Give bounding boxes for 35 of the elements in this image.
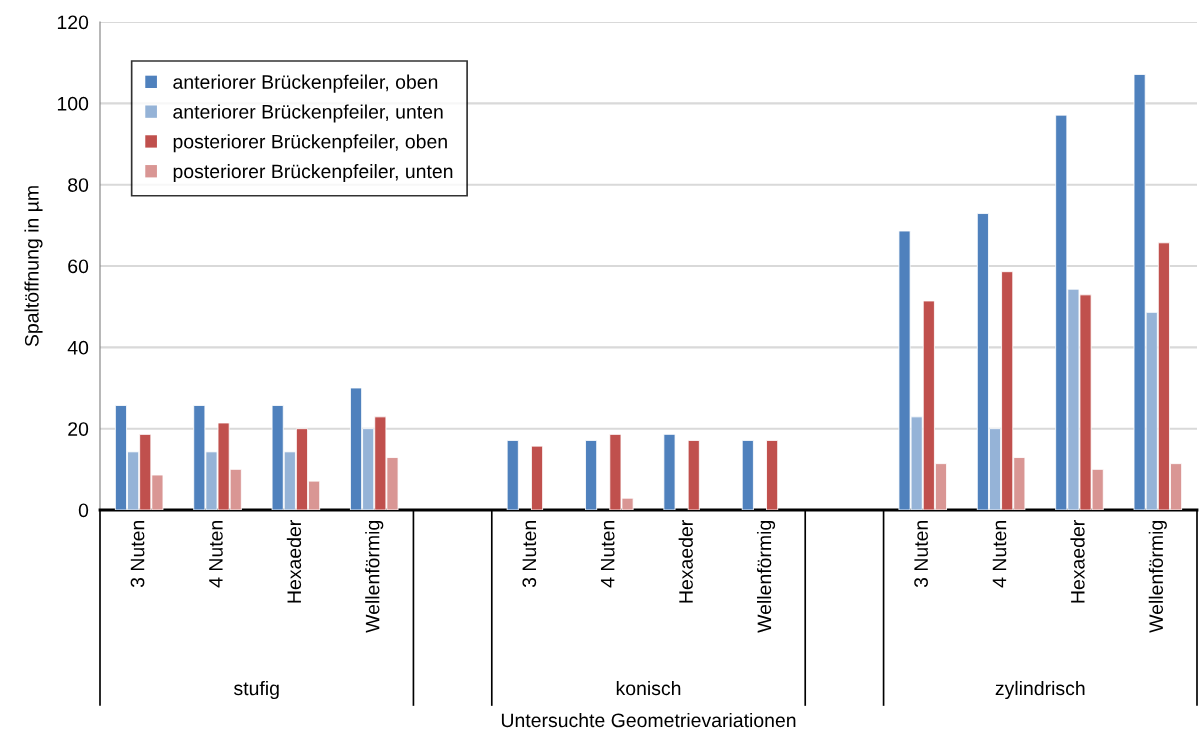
legend-label: posteriorer Brückenpfeiler, unten: [173, 163, 453, 183]
x-tick-label: Wellenförmig: [365, 521, 384, 633]
x-axis-title: Untersuchte Geometrievariationen: [501, 712, 796, 728]
y-axis-title: Spaltöffnung in µm: [24, 186, 43, 347]
y-tick-label: 120: [57, 15, 89, 30]
y-tick-label: 60: [68, 259, 89, 274]
text: zylindrisch: [995, 680, 1085, 700]
bar: [663, 433, 676, 510]
y-tick-label: 100: [57, 96, 89, 111]
y-tick-label: 0: [78, 503, 89, 518]
legend-label: anteriorer Brückenpfeiler, unten: [173, 104, 443, 123]
y-tick-label: 20: [68, 422, 89, 436]
y-tick-label: 40: [67, 340, 89, 355]
x-tick-label: Hexaeder: [286, 520, 302, 603]
bar: [531, 445, 544, 510]
bar: [766, 440, 779, 510]
y-tick-label: 80: [68, 178, 89, 192]
legend-label: posteriorer Brückenpfeiler, oben: [173, 134, 447, 153]
text: stufig: [234, 680, 279, 700]
legend-label: anteriorer Brückenpfeiler, oben: [173, 74, 438, 93]
bar: [741, 440, 754, 510]
x-tick-label: Wellenförmig: [1148, 521, 1167, 633]
x-tick-label: Wellenförmig: [756, 521, 776, 633]
bar: [687, 440, 700, 510]
bar: [585, 440, 598, 510]
bar: [506, 440, 519, 510]
x-tick-label: 3 Nuten: [914, 521, 928, 588]
x-tick-label: 4 Nuten: [992, 521, 1007, 588]
x-tick-label: Hexaeder: [1070, 520, 1085, 603]
text: konisch: [616, 680, 681, 696]
x-tick-label: 3 Nuten: [130, 521, 145, 588]
x-tick-label: 3 Nuten: [522, 521, 537, 588]
x-tick-label: 4 Nuten: [600, 521, 615, 588]
x-tick-label: 4 Nuten: [209, 521, 223, 588]
x-tick-label: Hexaeder: [678, 520, 693, 603]
